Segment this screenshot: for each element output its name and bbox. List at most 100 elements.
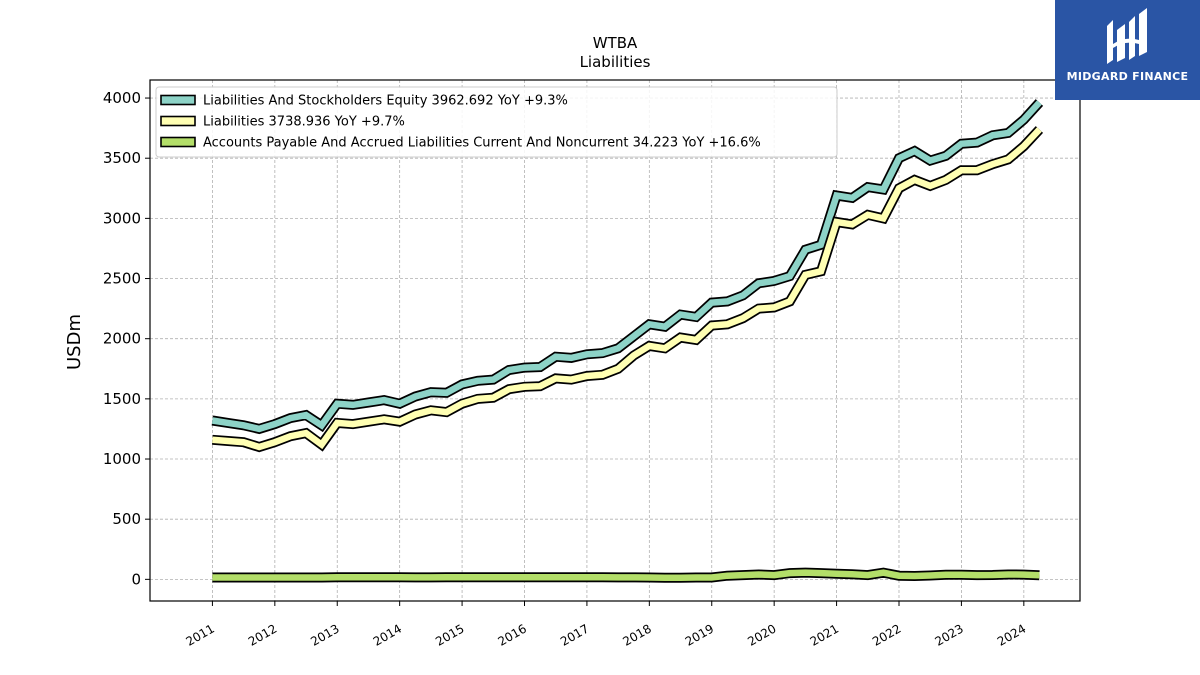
data-point (415, 414, 416, 415)
data-point (508, 389, 509, 390)
data-point (540, 577, 541, 578)
series-line (211, 100, 1042, 433)
data-point (384, 577, 385, 578)
data-point (898, 158, 899, 159)
data-point (977, 170, 978, 171)
legend-entry: Accounts Payable And Accrued Liabilities… (203, 136, 761, 151)
data-point (228, 422, 229, 423)
data-point (586, 354, 587, 355)
data-point (727, 324, 728, 325)
data-point (742, 318, 743, 319)
data-point (446, 577, 447, 578)
x-tick-label: 2023 (932, 621, 965, 648)
data-point (212, 420, 213, 421)
data-point (415, 577, 416, 578)
y-tick-label: 3500 (103, 149, 141, 167)
data-point (789, 301, 790, 302)
y-tick-label: 4000 (103, 89, 141, 107)
plot-frame (149, 79, 1081, 602)
series-line (212, 569, 1040, 581)
data-point (259, 446, 260, 447)
y-tick-label: 0 (131, 570, 141, 588)
data-point (945, 179, 946, 180)
data-point (524, 577, 525, 578)
data-point (758, 308, 759, 309)
data-point (820, 573, 821, 574)
data-point (711, 325, 712, 326)
data-point (820, 244, 821, 245)
y-tick-label: 2500 (103, 270, 141, 288)
y-tick-label: 500 (112, 510, 141, 528)
data-point (883, 218, 884, 219)
data-point (680, 337, 681, 338)
data-point (805, 274, 806, 275)
data-point (711, 302, 712, 303)
data-point (633, 577, 634, 578)
data-point (1008, 574, 1009, 575)
data-point (602, 374, 603, 375)
data-point (664, 326, 665, 327)
data-point (430, 410, 431, 411)
data-point (742, 575, 743, 576)
chart-title: WTBA (593, 34, 638, 52)
legend: Liabilities And Stockholders Equity 3962… (155, 86, 838, 158)
data-point (571, 379, 572, 380)
data-point (930, 185, 931, 186)
data-point (649, 324, 650, 325)
data-point (274, 577, 275, 578)
data-point (1008, 132, 1009, 133)
data-point (805, 572, 806, 573)
data-point (368, 421, 369, 422)
data-point (680, 314, 681, 315)
data-point (446, 412, 447, 413)
company-logo: MIDGARD FINANCE (1055, 0, 1200, 100)
data-point (352, 424, 353, 425)
legend-box (155, 86, 838, 158)
data-point (524, 386, 525, 387)
legend-entry: Liabilities 3738.936 YoY +9.7% (203, 115, 405, 130)
data-point (430, 577, 431, 578)
data-point (883, 572, 884, 573)
data-point (836, 221, 837, 222)
data-point (228, 440, 229, 441)
data-point (555, 356, 556, 357)
data-point (1023, 574, 1024, 575)
data-point (430, 392, 431, 393)
data-point (836, 573, 837, 574)
data-point (649, 577, 650, 578)
data-point (259, 428, 260, 429)
data-point (274, 442, 275, 443)
data-point (618, 348, 619, 349)
data-point (1008, 159, 1009, 160)
data-point (321, 577, 322, 578)
data-point (961, 574, 962, 575)
data-point (618, 368, 619, 369)
data-point (867, 187, 868, 188)
x-tick-label: 2024 (995, 621, 1028, 648)
data-point (977, 575, 978, 576)
legend-swatch (160, 136, 196, 148)
data-point (290, 418, 291, 419)
data-point (368, 402, 369, 403)
data-point (462, 403, 463, 404)
data-point (945, 155, 946, 156)
data-point (727, 575, 728, 576)
data-point (696, 317, 697, 318)
data-point (977, 142, 978, 143)
data-point (664, 348, 665, 349)
data-point (337, 403, 338, 404)
data-point (742, 295, 743, 296)
data-point (493, 577, 494, 578)
x-tick-label: 2022 (870, 621, 903, 648)
data-point (477, 380, 478, 381)
data-point (898, 575, 899, 576)
data-point (524, 367, 525, 368)
data-point (586, 375, 587, 376)
x-tick-label: 2018 (620, 621, 653, 648)
data-point (462, 577, 463, 578)
data-point (867, 214, 868, 215)
data-point (243, 577, 244, 578)
chart-subtitle: Liabilities (580, 53, 651, 71)
data-point (306, 415, 307, 416)
